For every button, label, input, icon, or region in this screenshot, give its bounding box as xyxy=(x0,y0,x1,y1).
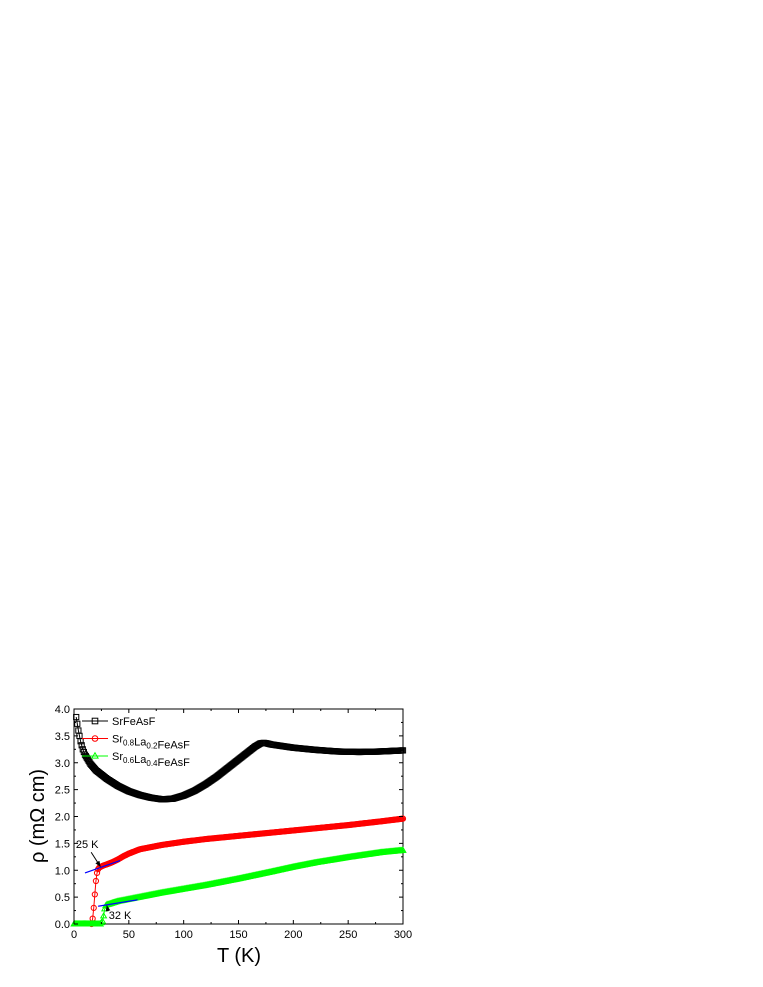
series-square xyxy=(73,713,407,803)
legend-label-part: FeAsF xyxy=(158,740,191,752)
annotation-arrow xyxy=(105,905,111,912)
y-tick-label: 1.0 xyxy=(55,865,70,877)
y-tick-label: 3.0 xyxy=(55,758,70,770)
legend-label-part: 0.4 xyxy=(146,759,158,768)
series-triangle xyxy=(70,846,407,927)
legend-label: Sr0.8La0.2FeAsF xyxy=(112,734,190,752)
legend-label-part: 0.8 xyxy=(123,739,135,748)
data-point xyxy=(91,891,98,898)
legend-label-part: Sr xyxy=(112,751,123,763)
x-tick-label: 200 xyxy=(284,929,302,941)
y-tick-label: 0.0 xyxy=(55,919,70,931)
data-point xyxy=(399,846,407,853)
legend-label-part: Sr xyxy=(112,734,123,746)
y-tick-label: 4.0 xyxy=(55,704,70,716)
annotation-label: 32 K xyxy=(109,910,132,922)
x-tick-label: 0 xyxy=(71,929,77,941)
data-point xyxy=(93,869,101,877)
x-tick-label: 300 xyxy=(394,929,412,941)
data-point xyxy=(74,720,81,727)
annotation-arrow xyxy=(90,851,101,867)
legend-label-part: La xyxy=(134,737,147,749)
legend-marker xyxy=(91,751,99,759)
legend-label-part: 0.6 xyxy=(123,756,135,765)
fit-line xyxy=(84,860,121,874)
x-axis-title: T (K) xyxy=(217,945,261,967)
data-point xyxy=(90,904,97,911)
legend-label: SrFeAsF xyxy=(112,716,156,728)
x-tick-label: 150 xyxy=(229,929,247,941)
legend-marker xyxy=(91,717,99,725)
fit-line xyxy=(98,899,138,907)
series-circle xyxy=(88,815,407,928)
legend-label-part: FeAsF xyxy=(158,757,191,769)
data-point xyxy=(78,742,85,749)
data-series xyxy=(70,713,407,928)
fit-lines xyxy=(84,860,138,907)
data-point xyxy=(92,877,100,885)
x-tick-label: 250 xyxy=(339,929,357,941)
data-point xyxy=(73,713,80,721)
y-tick-label: 1.5 xyxy=(55,838,70,850)
data-point xyxy=(99,911,108,919)
y-tick-label: 2.0 xyxy=(55,812,70,824)
y-tick-label: 2.5 xyxy=(55,785,70,797)
legend-label-part: 0.2 xyxy=(146,742,158,751)
x-tick-label: 50 xyxy=(123,929,135,941)
annotations: 25 K 32 K xyxy=(76,839,132,922)
legend-label-part: La xyxy=(134,754,147,766)
data-point xyxy=(399,747,407,754)
y-tick-label: 3.5 xyxy=(55,731,70,743)
legend-label-part: SrFeAsF xyxy=(112,716,156,728)
annotation-label: 25 K xyxy=(76,839,99,851)
data-point xyxy=(98,917,107,924)
data-point xyxy=(77,738,84,745)
y-tick-label: 0.5 xyxy=(55,892,70,904)
plot-area: 0 50 100 150 200 250 300 0.0 0.5 1.0 1.5 2.0 2.5 3.0 3… xyxy=(55,704,412,941)
x-tick-label: 100 xyxy=(174,929,192,941)
legend-label: Sr0.6La0.4FeAsF xyxy=(112,751,190,769)
y-axis-title: ρ (mΩ cm) xyxy=(27,769,49,863)
axis-ticks: 0 50 100 150 200 250 300 0.0 0.5 1.0 1.5 2.0 2.5 3.0 3… xyxy=(55,704,412,941)
legend-marker xyxy=(91,735,99,742)
